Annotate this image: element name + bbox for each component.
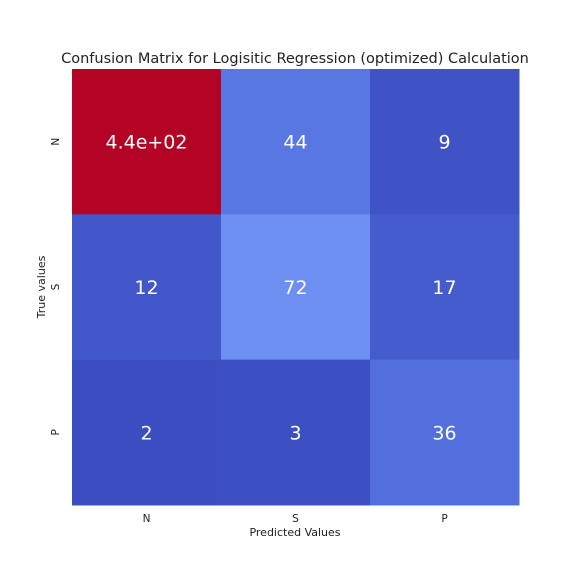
x-axis-label: Predicted Values (249, 526, 340, 539)
cell-value-label: 72 (283, 277, 307, 299)
x-tick-label: P (441, 513, 447, 525)
heatmap-cell-s-s (221, 214, 371, 361)
x-tick-label: S (292, 513, 299, 525)
heatmap-cell-n-p (370, 69, 520, 215)
cell-value-label: 44 (283, 132, 307, 154)
y-axis-label: True values (35, 255, 48, 319)
cell-value-label: 9 (438, 132, 450, 154)
y-tick-label: S (50, 283, 62, 290)
heatmap-cells (72, 69, 520, 506)
heatmap-cell-s-n (72, 214, 222, 361)
cell-value-label: 17 (432, 277, 456, 299)
heatmap-cell-n-s (221, 69, 371, 215)
cell-value-label: 3 (289, 422, 301, 444)
heatmap-cell-s-p (370, 214, 520, 361)
heatmap-cell-p-n (72, 359, 222, 506)
heatmap-cell-p-p (370, 359, 520, 506)
chart-title: Confusion Matrix for Logisitic Regressio… (61, 51, 529, 67)
heatmap-cell-p-s (221, 359, 371, 506)
cell-value-label: 4.4e+02 (105, 132, 187, 154)
x-tick-label: N (143, 513, 151, 525)
y-tick-label: P (50, 429, 62, 435)
y-tick-label: N (50, 138, 62, 146)
heatmap-cell-n-n (72, 69, 222, 215)
heatmap-annotations: 4.4e+02 44 9 12 72 17 2 3 36 (105, 132, 456, 445)
cell-value-label: 2 (140, 422, 152, 444)
cell-value-label: 36 (432, 422, 456, 444)
cell-value-label: 12 (134, 277, 158, 299)
y-tick-labels: N S P (50, 138, 62, 436)
